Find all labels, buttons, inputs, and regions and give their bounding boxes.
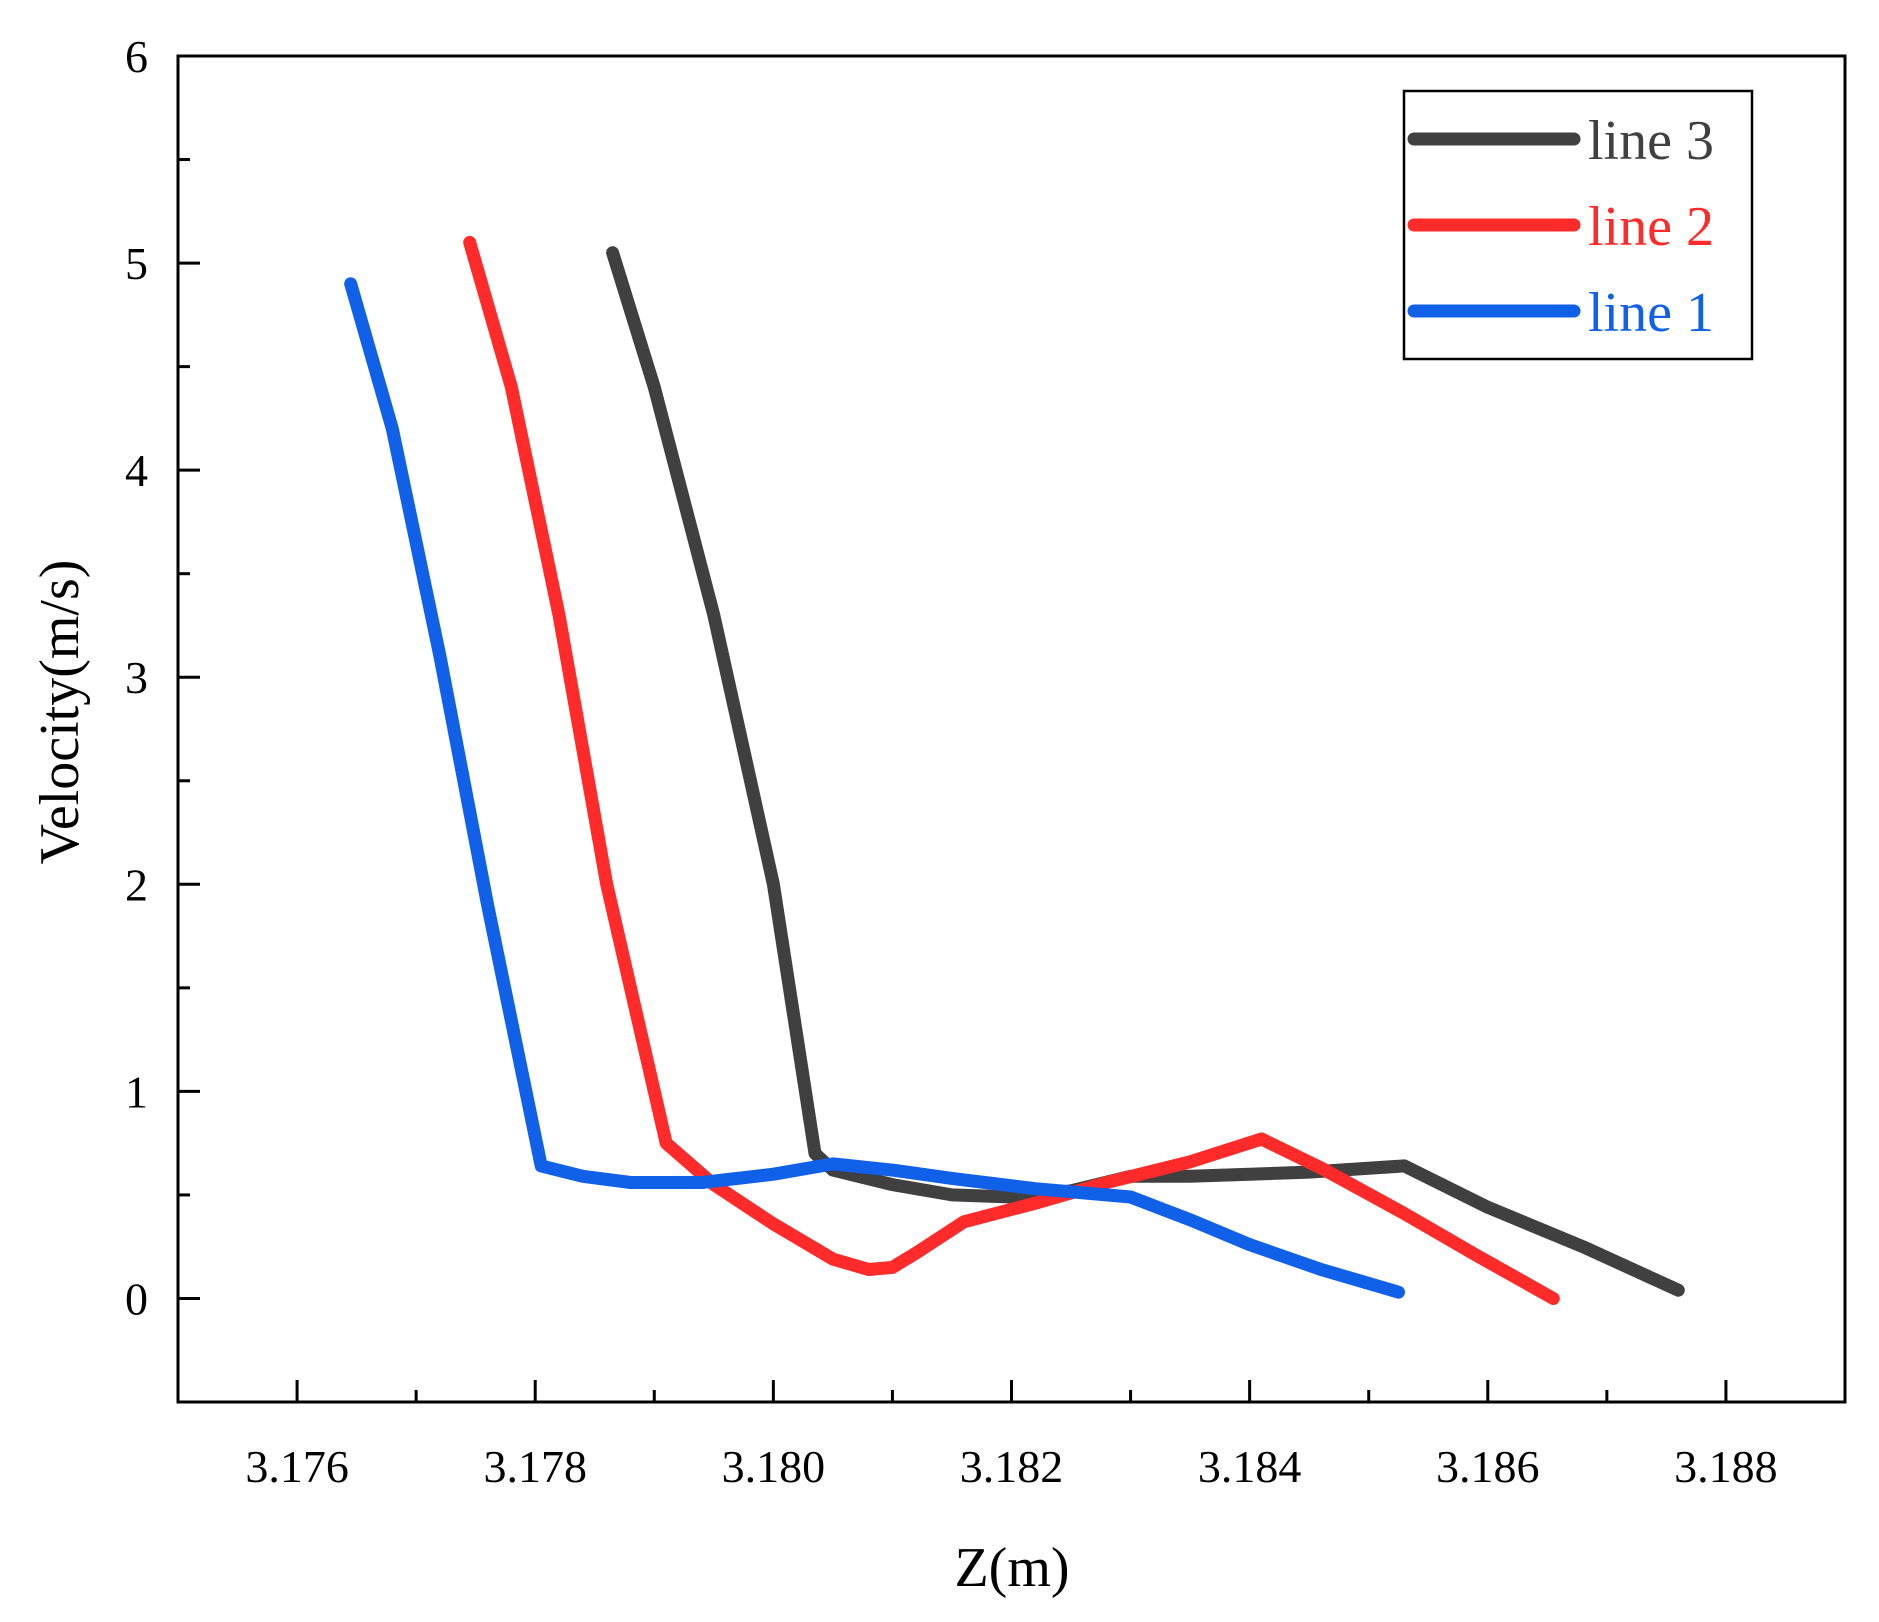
x-tick-label: 3.178 [483, 1441, 587, 1492]
x-tick-label: 3.176 [245, 1441, 349, 1492]
legend-label: line 3 [1588, 110, 1714, 172]
y-tick-label: 4 [125, 445, 148, 496]
legend: line 3 line 2 line 1 [1402, 89, 1754, 361]
legend-label: line 1 [1588, 282, 1714, 344]
x-tick-label: 3.184 [1198, 1441, 1302, 1492]
series-line-3 [344, 277, 1405, 1299]
x-tick-label: 3.186 [1436, 1441, 1540, 1492]
y-axis-ticks: 0 1 2 3 4 5 6 [125, 31, 200, 1324]
series-line-1 [606, 246, 1685, 1297]
x-tick-label: 3.188 [1674, 1441, 1778, 1492]
x-tick-label: 3.182 [960, 1441, 1064, 1492]
x-axis-ticks: 3.176 3.178 3.180 3.182 3.184 3.186 3.188 [176, 1380, 1847, 1492]
y-tick-label: 0 [125, 1273, 148, 1324]
y-axis-title: Velocity(m/s) [29, 560, 91, 865]
y-tick-label: 1 [125, 1066, 148, 1117]
y-tick-label: 3 [125, 652, 148, 703]
y-tick-label: 6 [125, 31, 148, 82]
series-line-2 [463, 235, 1560, 1305]
x-axis-title: Z(m) [954, 1537, 1069, 1599]
y-tick-label: 2 [125, 859, 148, 910]
x-tick-label: 3.180 [722, 1441, 826, 1492]
series-layer [344, 235, 1685, 1305]
y-tick-label: 5 [125, 238, 148, 289]
legend-label: line 2 [1588, 196, 1714, 258]
